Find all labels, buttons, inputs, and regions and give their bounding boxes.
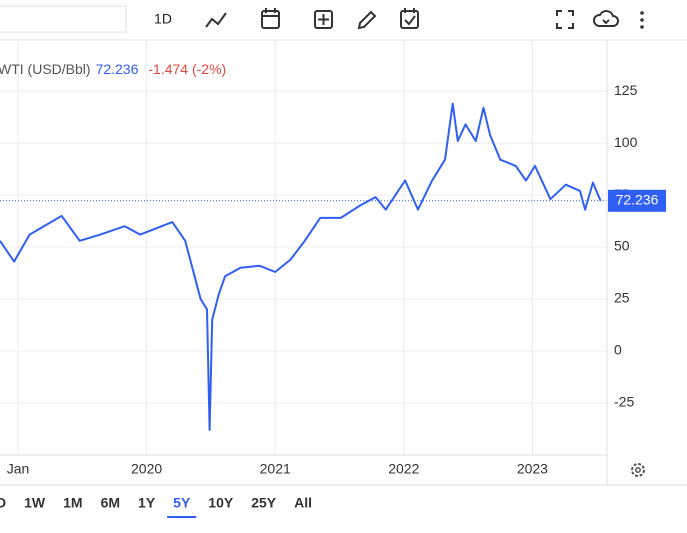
date-range-icon[interactable] — [261, 8, 280, 29]
download-icon[interactable] — [593, 10, 619, 27]
range-button[interactable]: All — [294, 495, 312, 511]
range-button[interactable]: 1Y — [138, 495, 156, 511]
x-tick-label: 2021 — [260, 461, 291, 477]
range-button[interactable]: 5Y — [173, 495, 191, 511]
y-tick-label: 125 — [614, 82, 638, 98]
x-tick-label: 2020 — [131, 461, 162, 477]
range-button[interactable]: 1W — [24, 495, 46, 511]
range-button[interactable]: 25Y — [251, 495, 277, 511]
plot — [0, 102, 607, 431]
legend-price: 72.236 — [96, 61, 139, 77]
legend-name: WTI (USD/Bbl) — [0, 61, 91, 77]
x-tick-label: 2023 — [517, 461, 548, 477]
range-bar: D 1W 1M 6M 1Y 5Y 10Y 25Y All — [0, 495, 312, 518]
range-button[interactable]: 10Y — [208, 495, 234, 511]
events-icon[interactable] — [400, 8, 419, 29]
search-box[interactable] — [0, 5, 127, 33]
fullscreen-icon[interactable] — [556, 10, 574, 29]
interval-button[interactable]: 1D — [154, 11, 172, 27]
settings-icon[interactable] — [631, 463, 645, 477]
price-line — [0, 102, 602, 431]
compare-icon[interactable] — [314, 10, 333, 29]
range-button[interactable]: 1M — [63, 495, 82, 511]
y-tick-label: -25 — [614, 394, 634, 410]
range-button[interactable]: 6M — [101, 495, 120, 511]
grid — [0, 40, 607, 455]
last-price-label: 72.236 — [616, 192, 659, 208]
legend-change: -1.474 (-2%) — [148, 61, 226, 77]
x-tick-label: Jan — [7, 461, 30, 477]
x-tick-label: 2022 — [388, 461, 419, 477]
y-tick-label: 100 — [614, 134, 638, 150]
y-tick-label: 25 — [614, 290, 630, 306]
menu-icon[interactable] — [640, 11, 644, 29]
legend: WTI (USD/Bbl) 72.236 -1.474 (-2%) — [0, 61, 226, 77]
draw-icon[interactable] — [357, 10, 377, 30]
y-tick-label: 0 — [614, 342, 622, 358]
y-tick-label: 50 — [614, 238, 630, 254]
range-button[interactable]: D — [0, 495, 6, 511]
last-price-box — [608, 189, 666, 212]
line-type-icon[interactable] — [205, 12, 227, 28]
